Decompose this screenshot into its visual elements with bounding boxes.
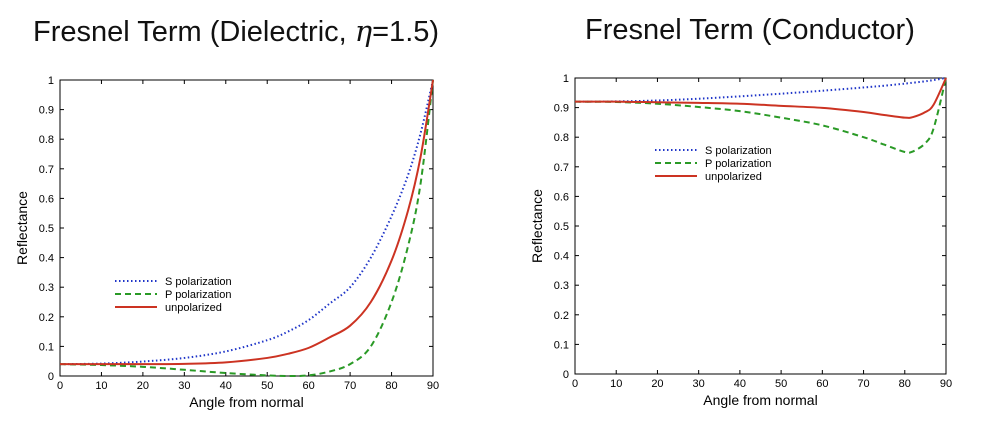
y-tick-label: 0.5 [39,223,54,235]
y-tick-label: 0.6 [39,193,54,205]
y-tick-label: 1 [48,75,54,87]
legend-label: P polarization [705,158,771,170]
y-tick-label: 0.9 [554,103,569,115]
legend-label: S polarization [165,276,232,288]
y-axis-label: Reflectance [529,189,545,263]
x-tick-label: 0 [57,380,63,392]
legend-label: S polarization [705,145,772,157]
plot-frame [574,77,947,375]
x-axis-label: Angle from normal [703,392,817,408]
x-tick-label: 20 [651,378,663,390]
chart-title: Fresnel Term (Dielectric, η=1.5) [33,14,439,49]
x-tick-label: 70 [857,378,869,390]
legend-label: P polarization [165,289,231,301]
x-tick-label: 70 [344,380,356,392]
chart-title-symbol: η [354,14,373,48]
x-tick-label: 80 [385,380,397,392]
chart-title: Fresnel Term (Conductor) [585,14,915,47]
series-line-p-polarization [574,77,947,154]
y-tick-label: 0.1 [554,339,569,351]
x-tick-label: 40 [734,378,746,390]
chart-title-prefix: Fresnel Term (Conductor) [585,14,915,46]
y-tick-label: 0 [563,369,569,381]
y-tick-label: 0.2 [554,310,569,322]
conductor-chart-svg: 0 10 20 30 40 50 60 70 80 90 0 0.1 0.2 0.3 0.4 0.5 0.6 0.… [529,73,952,408]
y-tick-label: 0.4 [39,253,54,265]
conductor-chart-panel: Fresnel Term (Conductor) 0 10 20 30 40 50 60 70… [491,0,982,424]
x-tick-label: 80 [899,378,911,390]
y-tick-label: 0.4 [554,251,569,263]
y-tick-label: 0.8 [554,132,569,144]
legend-label: unpolarized [705,171,762,183]
y-tick-label: 0.5 [554,221,569,233]
x-tick-label: 20 [137,380,149,392]
series-line-unpolarized [574,77,947,119]
y-tick-label: 0.7 [39,164,54,176]
x-tick-label: 10 [610,378,622,390]
x-tick-label: 0 [572,378,578,390]
y-tick-label: 0.9 [39,105,54,117]
series-line-unpolarized [59,79,434,366]
x-tick-label: 10 [95,380,107,392]
series-line-s-polarization [574,77,947,103]
x-tick-label: 90 [940,378,952,390]
series-line-p-polarization [59,79,434,378]
y-tick-label: 0.3 [39,282,54,294]
y-tick-label: 0.2 [39,312,54,324]
plot-frame [59,79,434,377]
y-tick-label: 0.3 [554,280,569,292]
x-tick-label: 50 [775,378,787,390]
dielectric-chart-svg: 0 10 20 30 40 50 60 70 80 90 0 0.1 0.2 0.3 0.4 0.5 0.6 0.… [14,75,439,410]
y-tick-label: 1 [563,73,569,85]
x-axis-label: Angle from normal [189,394,303,410]
legend-label: unpolarized [165,302,222,314]
x-tick-label: 90 [427,380,439,392]
y-tick-label: 0.8 [39,134,54,146]
y-tick-label: 0 [48,371,54,383]
x-tick-label: 40 [220,380,232,392]
y-tick-label: 0.7 [554,162,569,174]
dielectric-chart-panel: Fresnel Term (Dielectric, η=1.5) 0 10 20 30… [14,14,439,410]
chart-title-prefix: Fresnel Term (Dielectric, [33,16,355,48]
x-tick-label: 50 [261,380,273,392]
y-tick-label: 0.6 [554,191,569,203]
y-axis-label: Reflectance [14,191,30,265]
x-tick-label: 60 [303,380,315,392]
x-tick-label: 30 [693,378,705,390]
x-tick-label: 30 [178,380,190,392]
series-line-s-polarization [59,79,434,366]
x-tick-label: 60 [816,378,828,390]
chart-title-suffix: =1.5) [372,16,440,48]
y-tick-label: 0.1 [39,341,54,353]
